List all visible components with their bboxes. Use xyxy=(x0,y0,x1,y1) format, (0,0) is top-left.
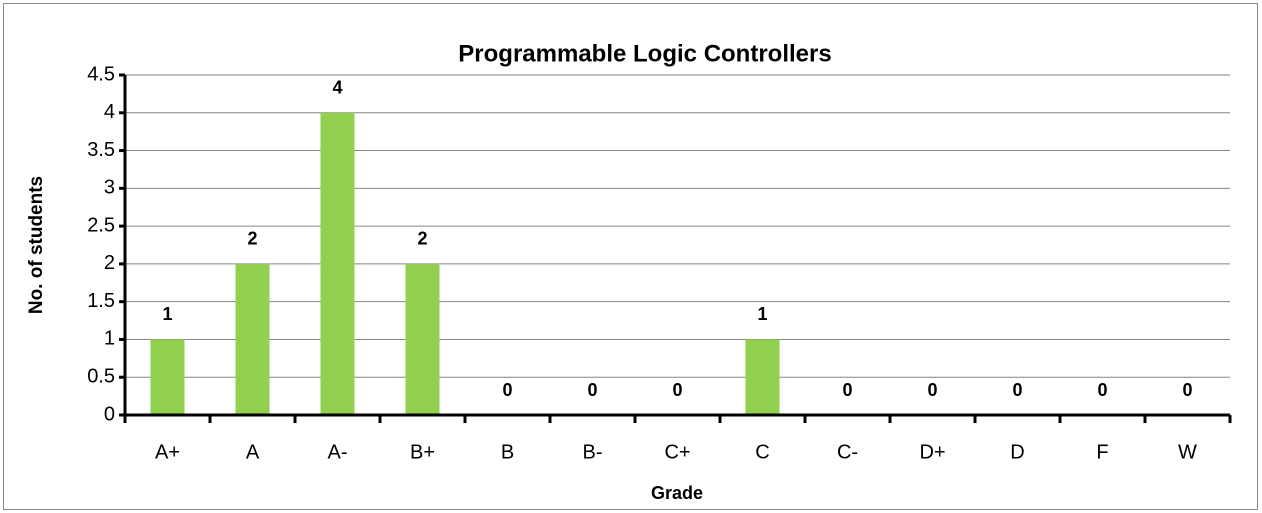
x-tick-label: B+ xyxy=(410,441,435,463)
y-tick-label: 3.5 xyxy=(87,139,115,161)
value-label: 1 xyxy=(162,304,172,324)
bar xyxy=(745,339,780,415)
x-tick-label: A- xyxy=(328,441,348,463)
value-label: 4 xyxy=(332,78,342,98)
y-tick-label: 2.5 xyxy=(87,214,115,236)
x-tick-label: D+ xyxy=(919,441,945,463)
y-tick-label: 3 xyxy=(104,177,115,199)
bar xyxy=(320,112,355,416)
x-tick-label: W xyxy=(1178,441,1197,463)
x-tick-label: A+ xyxy=(155,441,180,463)
x-tick-label: D xyxy=(1010,441,1024,463)
y-axis-label: No. of students xyxy=(26,176,47,314)
value-label: 0 xyxy=(1012,380,1022,400)
bar xyxy=(235,263,270,415)
bar xyxy=(150,339,185,415)
value-label: 0 xyxy=(1182,380,1192,400)
value-label: 1 xyxy=(757,304,767,324)
y-tick-label: 1.5 xyxy=(87,290,115,312)
x-tick-label: C+ xyxy=(664,441,690,463)
x-tick-label: F xyxy=(1096,441,1108,463)
y-tick-label: 1 xyxy=(104,328,115,350)
value-label: 2 xyxy=(417,229,427,249)
x-tick-label: A xyxy=(246,441,260,463)
x-axis-label: Grade xyxy=(651,483,703,503)
y-tick-label: 2 xyxy=(104,252,115,274)
value-label: 2 xyxy=(247,229,257,249)
value-label: 0 xyxy=(587,380,597,400)
y-tick-label: 4.5 xyxy=(87,63,115,85)
value-label: 0 xyxy=(842,380,852,400)
x-tick-label: C- xyxy=(837,441,858,463)
value-label: 0 xyxy=(502,380,512,400)
bar xyxy=(405,263,440,415)
x-tick-label: B xyxy=(501,441,514,463)
y-tick-label: 4 xyxy=(104,101,115,123)
value-label: 0 xyxy=(927,380,937,400)
y-tick-label: 0.5 xyxy=(87,366,115,388)
value-label: 0 xyxy=(1097,380,1107,400)
chart-title: Programmable Logic Controllers xyxy=(458,40,831,67)
x-tick-label: B- xyxy=(583,441,603,463)
value-label: 0 xyxy=(672,380,682,400)
y-tick-label: 0 xyxy=(104,403,115,425)
chart-border xyxy=(3,3,1258,510)
x-tick-label: C xyxy=(755,441,769,463)
